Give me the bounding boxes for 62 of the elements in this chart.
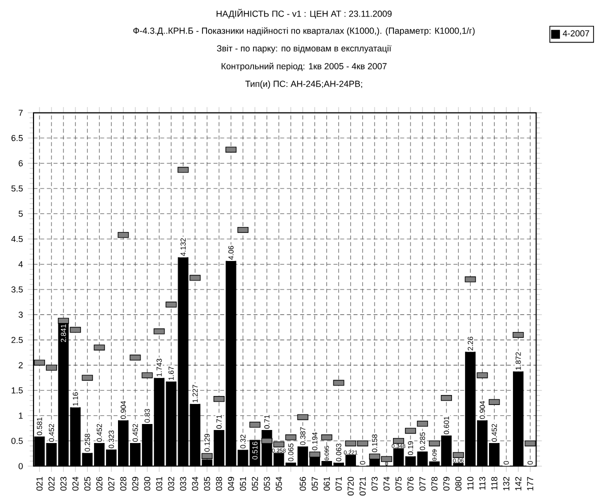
x-tick-label: 077 [419,476,426,491]
x-tick-label: 056 [300,476,306,491]
y-tick-label: 5 [18,210,23,217]
y-tick-label: 3.5 [11,286,23,292]
text: Контрольний період: 1кв 2005 - 4кв 2007 [222,62,387,71]
x-tick-label: 029 [132,476,138,491]
chart-title: НАДІЙНІСТЬ ПС - v1 : ЦЕН АТ : 23.11.2009 [216,8,392,18]
x-tick-label: 118 [491,476,498,490]
x-tick-label: 030 [144,476,150,491]
x-tick-label: 026 [96,476,102,491]
x-tick-label: 080 [455,476,462,491]
x-tick-label: 027 [108,476,114,491]
y-tick-label: 7 [18,110,23,116]
x-tick-label: 132 [503,476,510,490]
y-tick-label: 5.5 [11,185,23,192]
x-tick-label: 076 [407,476,414,491]
x-tick-label: 079 [443,476,450,491]
x-tick-label: 051 [240,476,246,491]
x-tick-label: 113 [479,476,486,490]
x-tick-label: 074 [384,476,390,491]
y-tick-label: 4 [18,261,23,268]
x-tick-label: 0721 [360,476,366,496]
x-tick-label: 023 [60,476,66,491]
chart-subtitle: Ф-4.3.Д..КРН.Б - Показники надійності по кварталах (К1000,). (Параметр: К1000,1/г) [133,27,475,36]
x-tick-label: 022 [48,476,55,491]
x-tick-label: 061 [324,476,330,491]
x-tick-label: 078 [431,476,438,491]
text: Тип(и) ПС: АН-24Б;АН-24РВ; [245,80,362,89]
y-tick-label: 0 [18,462,23,470]
y-tick-label: 2 [18,362,23,368]
x-tick-label: 035 [204,476,210,491]
x-tick-label: 053 [264,476,270,491]
x-tick-label: 038 [216,476,222,491]
x-tick-label: 075 [395,476,402,491]
x-tick-label: 033 [180,476,186,491]
x-tick-label: 073 [372,476,378,491]
legend-label: 4-2007 [562,30,590,36]
y-tick-label: 1 [18,412,23,419]
x-tick-label: 177 [527,476,534,490]
x-tick-label: 142 [515,476,522,490]
y-tick-label: 6.5 [12,134,23,141]
x-tick-label: 028 [120,476,126,491]
x-tick-label: 032 [168,476,174,491]
x-tick-label: 052 [252,476,258,491]
x-tick-label: 034 [192,476,198,491]
x-tick-label: 054 [276,476,282,491]
x-tick-label: 110 [467,476,474,490]
x-tick-label: 031 [156,476,162,491]
x-tick-label: 021 [36,476,43,491]
y-tick-label: 0.5 [11,438,23,444]
y-tick-label: 2.5 [12,336,23,343]
y-tick-label: 3 [18,312,23,318]
y-tick-label: 4.5 [11,236,23,242]
x-tick-label: 071 [336,476,342,491]
x-tick-label: 057 [312,476,318,491]
x-tick-label: 0720 [348,476,354,496]
x-tick-label: 049 [228,476,234,491]
text: Звіт - по парку: по відмовам в експлуатації [216,44,392,54]
y-tick-label: 6 [18,160,23,166]
x-tick-label: 024 [72,476,78,491]
x-tick-label: 025 [84,476,90,491]
y-tick-label: 1.5 [12,387,23,394]
